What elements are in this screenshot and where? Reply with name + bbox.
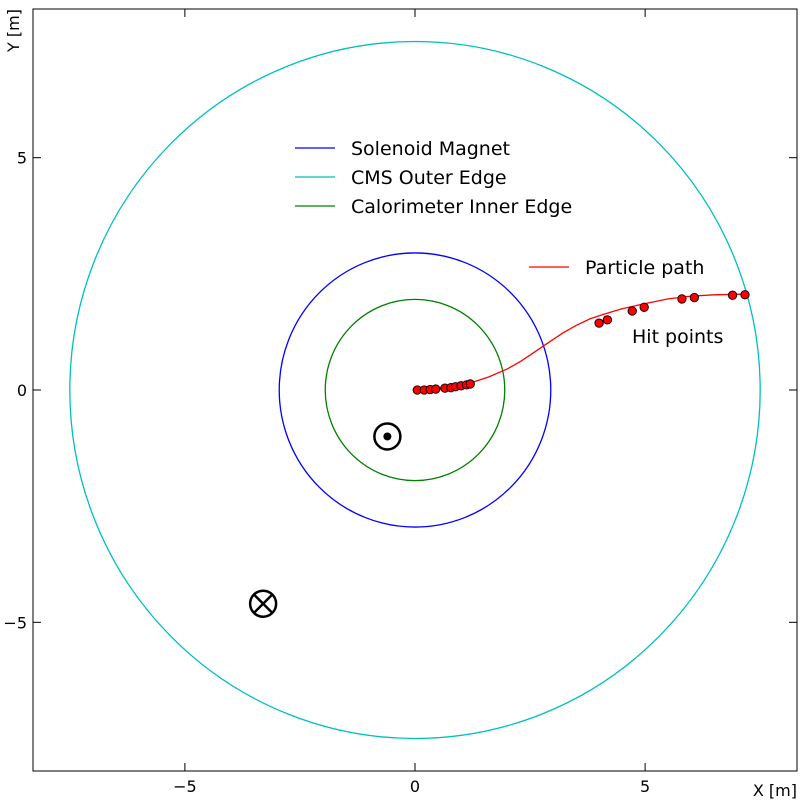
- y-tick-label: −5: [3, 613, 27, 632]
- hit-point: [639, 302, 649, 312]
- hit-point: [627, 306, 637, 316]
- field-out-symbol-ring: [373, 422, 402, 451]
- y-axis-label: Y [m]: [4, 9, 23, 53]
- hit-point: [431, 384, 441, 394]
- circle-solenoid-magnet: [278, 252, 552, 528]
- circle-cms-outer-edge: [69, 40, 761, 740]
- hit-point: [465, 379, 475, 389]
- field-in-symbol-ring: [248, 589, 278, 618]
- legend-label-outer-edge: CMS Outer Edge: [351, 167, 507, 189]
- hit-point: [602, 315, 613, 325]
- x-axis-label: X [m]: [753, 781, 797, 800]
- field-out-symbol-dot: [383, 432, 392, 441]
- x-tick-label: 5: [640, 777, 650, 796]
- hit-point: [727, 290, 738, 300]
- hit-point: [677, 294, 687, 304]
- legend-particle: Particle path: [529, 257, 704, 279]
- x-tick-label: −5: [173, 777, 197, 796]
- hit-point: [689, 292, 700, 303]
- legend-label-calorimeter: Calorimeter Inner Edge: [351, 196, 572, 218]
- field-in-symbol-cross-b: [253, 593, 274, 614]
- legend: Solenoid Magnet CMS Outer Edge Calorimet…: [295, 138, 572, 218]
- hit-point: [740, 290, 750, 300]
- hit-point: [594, 318, 604, 328]
- ticks: −5 0 5 −5 0 5: [3, 9, 797, 796]
- legend-label-particle-path: Particle path: [585, 257, 704, 279]
- y-tick-label: 5: [17, 149, 27, 168]
- legend-label-solenoid: Solenoid Magnet: [351, 138, 510, 160]
- circle-calorimeter-inner-edge: [324, 298, 506, 482]
- x-tick-label: 0: [410, 777, 420, 796]
- y-tick-label: 0: [17, 381, 27, 400]
- plot-content: [69, 40, 761, 740]
- hit-points-annotation: Hit points: [632, 326, 723, 348]
